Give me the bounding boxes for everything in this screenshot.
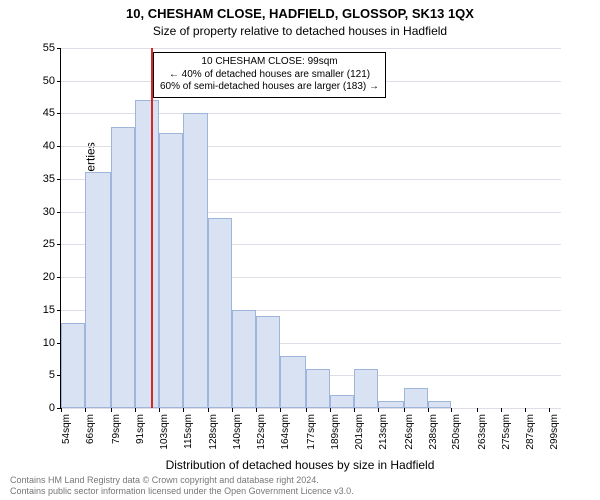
xtick-label: 287sqm: [525, 414, 536, 450]
histogram-bar: [111, 127, 135, 408]
xtick-mark: [159, 408, 160, 412]
histogram-bar: [378, 401, 404, 408]
ytick-label: 25: [43, 238, 55, 250]
ytick-label: 45: [43, 107, 55, 119]
xtick-mark: [280, 408, 281, 412]
histogram-bar: [306, 369, 330, 408]
histogram-bar: [330, 395, 354, 408]
xtick-label: 54sqm: [61, 414, 72, 444]
ytick-mark: [57, 113, 61, 114]
chart-title-main: 10, CHESHAM CLOSE, HADFIELD, GLOSSOP, SK…: [0, 6, 600, 21]
ytick-label: 10: [43, 337, 55, 349]
xtick-mark: [451, 408, 452, 412]
xtick-label: 79sqm: [111, 414, 122, 444]
xtick-label: 103sqm: [159, 414, 170, 450]
x-axis-label: Distribution of detached houses by size …: [0, 458, 600, 472]
footer-line-1: Contains HM Land Registry data © Crown c…: [10, 475, 354, 485]
xtick-label: 275sqm: [501, 414, 512, 450]
chart-footer: Contains HM Land Registry data © Crown c…: [10, 475, 354, 496]
histogram-bar: [256, 316, 280, 408]
ytick-mark: [57, 244, 61, 245]
annotation-line: 60% of semi-detached houses are larger (…: [160, 81, 379, 94]
property-size-marker: [151, 48, 153, 408]
ytick-label: 30: [43, 206, 55, 218]
histogram-bar: [159, 133, 183, 408]
xtick-label: 201sqm: [354, 414, 365, 450]
histogram-bar: [183, 113, 209, 408]
xtick-mark: [378, 408, 379, 412]
xtick-label: 189sqm: [330, 414, 341, 450]
property-size-histogram: 10, CHESHAM CLOSE, HADFIELD, GLOSSOP, SK…: [0, 0, 600, 500]
footer-line-2: Contains public sector information licen…: [10, 486, 354, 496]
ytick-label: 55: [43, 42, 55, 54]
annotation-line: ← 40% of detached houses are smaller (12…: [160, 69, 379, 82]
xtick-label: 140sqm: [232, 414, 243, 450]
xtick-mark: [428, 408, 429, 412]
annotation-box: 10 CHESHAM CLOSE: 99sqm← 40% of detached…: [153, 52, 386, 98]
xtick-label: 152sqm: [256, 414, 267, 450]
gridline-h: [61, 48, 561, 49]
xtick-label: 250sqm: [451, 414, 462, 450]
gridline-h: [61, 408, 561, 409]
ytick-mark: [57, 212, 61, 213]
xtick-label: 91sqm: [135, 414, 146, 444]
histogram-bar: [404, 388, 428, 408]
ytick-mark: [57, 310, 61, 311]
xtick-label: 128sqm: [208, 414, 219, 450]
ytick-label: 15: [43, 304, 55, 316]
plot-area: 051015202530354045505554sqm66sqm79sqm91s…: [60, 48, 561, 409]
ytick-label: 50: [43, 75, 55, 87]
ytick-mark: [57, 179, 61, 180]
xtick-mark: [111, 408, 112, 412]
chart-title-sub: Size of property relative to detached ho…: [0, 24, 600, 38]
ytick-label: 40: [43, 140, 55, 152]
ytick-label: 20: [43, 271, 55, 283]
xtick-label: 213sqm: [378, 414, 389, 450]
xtick-mark: [61, 408, 62, 412]
xtick-mark: [501, 408, 502, 412]
histogram-bar: [208, 218, 232, 408]
ytick-label: 0: [49, 402, 55, 414]
xtick-mark: [85, 408, 86, 412]
ytick-mark: [57, 146, 61, 147]
xtick-mark: [256, 408, 257, 412]
xtick-mark: [477, 408, 478, 412]
xtick-label: 66sqm: [85, 414, 96, 444]
xtick-mark: [549, 408, 550, 412]
ytick-label: 5: [49, 369, 55, 381]
histogram-bar: [428, 401, 452, 408]
annotation-line: 10 CHESHAM CLOSE: 99sqm: [160, 56, 379, 69]
histogram-bar: [232, 310, 256, 408]
ytick-label: 35: [43, 173, 55, 185]
xtick-label: 238sqm: [428, 414, 439, 450]
xtick-label: 226sqm: [404, 414, 415, 450]
xtick-mark: [354, 408, 355, 412]
xtick-mark: [404, 408, 405, 412]
histogram-bar: [280, 356, 306, 408]
xtick-mark: [232, 408, 233, 412]
ytick-mark: [57, 81, 61, 82]
histogram-bar: [354, 369, 378, 408]
histogram-bar: [61, 323, 85, 408]
xtick-label: 299sqm: [549, 414, 560, 450]
xtick-mark: [135, 408, 136, 412]
histogram-bar: [135, 100, 159, 408]
xtick-label: 263sqm: [477, 414, 488, 450]
xtick-mark: [208, 408, 209, 412]
xtick-mark: [525, 408, 526, 412]
ytick-mark: [57, 277, 61, 278]
ytick-mark: [57, 48, 61, 49]
histogram-bar: [85, 172, 111, 408]
xtick-mark: [330, 408, 331, 412]
xtick-mark: [306, 408, 307, 412]
xtick-label: 115sqm: [183, 414, 194, 449]
xtick-mark: [183, 408, 184, 412]
xtick-label: 177sqm: [306, 414, 317, 450]
xtick-label: 164sqm: [280, 414, 291, 450]
